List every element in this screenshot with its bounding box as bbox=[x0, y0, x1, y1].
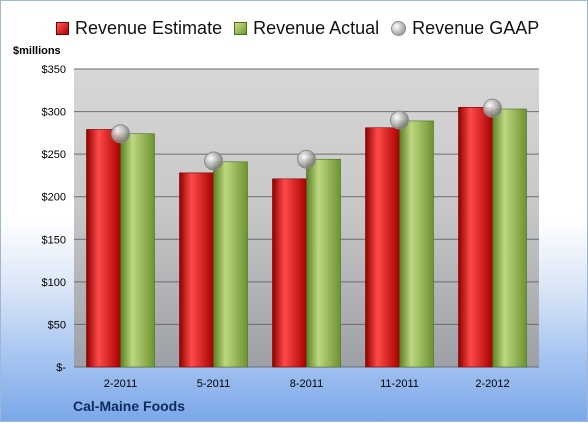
marker-revenue-gaap bbox=[483, 98, 502, 118]
bar-revenue-actual bbox=[399, 120, 434, 368]
legend-swatch-green-icon bbox=[234, 22, 248, 35]
y-tick-label: $150 bbox=[42, 234, 66, 246]
y-tick-label: $300 bbox=[42, 107, 66, 119]
bar-revenue-actual bbox=[492, 108, 527, 368]
x-tick-label: 5-2011 bbox=[197, 378, 230, 390]
y-tick-label: $250 bbox=[42, 149, 66, 161]
legend-swatch-red-icon bbox=[56, 22, 69, 35]
bar-revenue-estimate bbox=[272, 178, 307, 368]
legend-swatch-gray-circle-icon bbox=[391, 21, 407, 36]
x-axis-ticks: 2-2011 5-2011 8-2011 11-2011 2-2012 bbox=[104, 378, 510, 390]
y-axis-ticks: $- $50 $100 $150 $200 $250 $300 $350 bbox=[42, 64, 67, 374]
legend-label-revenue-gaap: Revenue GAAP bbox=[412, 18, 540, 38]
marker-revenue-gaap bbox=[390, 110, 409, 130]
marker-revenue-gaap bbox=[204, 151, 223, 171]
y-tick-label: $100 bbox=[42, 277, 66, 289]
marker-revenue-gaap bbox=[111, 124, 130, 144]
y-tick-label: $350 bbox=[42, 64, 66, 76]
legend-item-revenue-estimate: Revenue Estimate bbox=[56, 18, 222, 39]
legend-item-revenue-gaap: Revenue GAAP bbox=[391, 18, 539, 39]
bar-revenue-actual bbox=[120, 133, 155, 368]
company-name: Cal-Maine Foods bbox=[73, 398, 186, 414]
bars bbox=[86, 107, 527, 368]
y-tick-label: $- bbox=[56, 362, 66, 374]
bar-revenue-actual bbox=[213, 161, 248, 368]
y-tick-label: $50 bbox=[48, 319, 66, 331]
x-tick-label: 2-2012 bbox=[475, 378, 509, 390]
x-tick-label: 8-2011 bbox=[290, 378, 323, 390]
bar-revenue-estimate bbox=[179, 172, 214, 368]
x-tick-label: 11-2011 bbox=[380, 378, 419, 390]
x-tick-label: 2-2011 bbox=[104, 378, 137, 390]
bar-revenue-estimate bbox=[86, 129, 121, 368]
legend-label-revenue-actual: Revenue Actual bbox=[253, 18, 380, 38]
bar-revenue-estimate bbox=[458, 107, 493, 368]
marker-revenue-gaap bbox=[297, 149, 316, 169]
legend: Revenue Estimate Revenue Actual Revenue … bbox=[56, 18, 551, 39]
gaap-markers bbox=[111, 98, 502, 171]
legend-label-revenue-estimate: Revenue Estimate bbox=[75, 18, 223, 38]
bar-revenue-estimate bbox=[365, 127, 400, 368]
y-tick-label: $200 bbox=[42, 192, 66, 204]
bar-revenue-actual bbox=[306, 158, 341, 368]
legend-item-revenue-actual: Revenue Actual bbox=[234, 18, 379, 39]
y-axis-unit-label: $millions bbox=[13, 45, 61, 57]
